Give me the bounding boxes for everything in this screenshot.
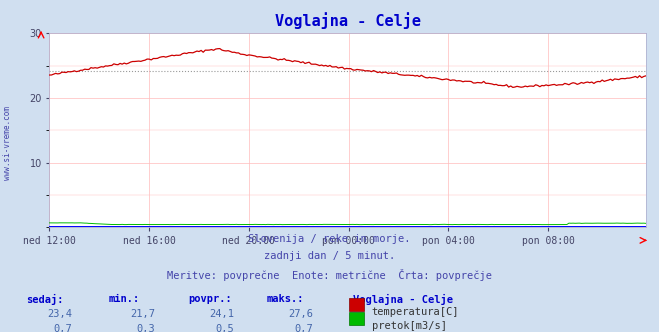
Text: 24,1: 24,1 — [209, 309, 234, 319]
Text: 27,6: 27,6 — [288, 309, 313, 319]
Text: zadnji dan / 5 minut.: zadnji dan / 5 minut. — [264, 251, 395, 261]
Title: Voglajna - Celje: Voglajna - Celje — [275, 12, 420, 29]
Text: 0,7: 0,7 — [295, 324, 313, 332]
Text: 0,5: 0,5 — [215, 324, 234, 332]
Text: www.si-vreme.com: www.si-vreme.com — [3, 106, 13, 180]
Text: temperatura[C]: temperatura[C] — [372, 307, 459, 317]
Text: pretok[m3/s]: pretok[m3/s] — [372, 321, 447, 331]
Text: 23,4: 23,4 — [47, 309, 72, 319]
Text: 21,7: 21,7 — [130, 309, 155, 319]
Text: Slovenija / reke in morje.: Slovenija / reke in morje. — [248, 234, 411, 244]
Text: min.:: min.: — [109, 294, 140, 304]
Text: povpr.:: povpr.: — [188, 294, 231, 304]
Text: sedaj:: sedaj: — [26, 294, 64, 305]
Text: Meritve: povprečne  Enote: metrične  Črta: povprečje: Meritve: povprečne Enote: metrične Črta:… — [167, 269, 492, 281]
Text: maks.:: maks.: — [267, 294, 304, 304]
Text: Voglajna - Celje: Voglajna - Celje — [353, 294, 453, 305]
Text: 0,7: 0,7 — [54, 324, 72, 332]
Text: 0,3: 0,3 — [136, 324, 155, 332]
